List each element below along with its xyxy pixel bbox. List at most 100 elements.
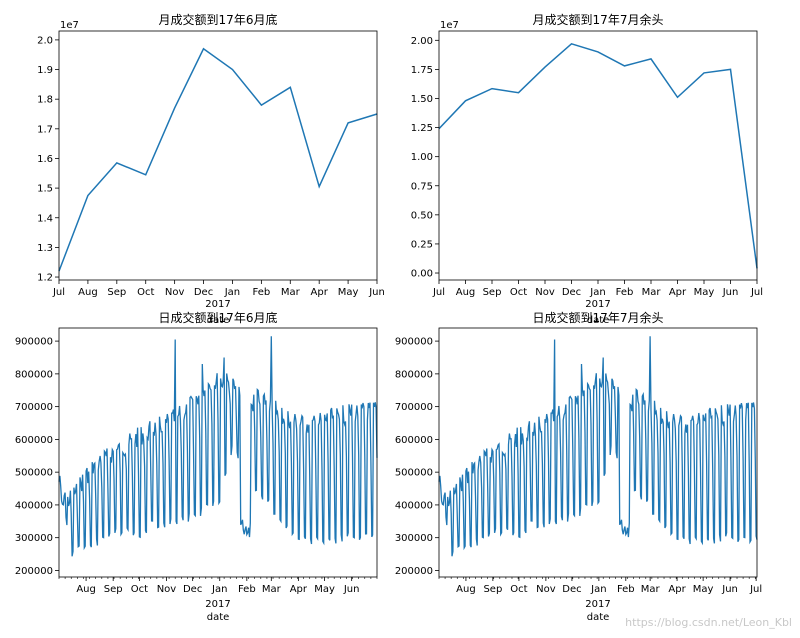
chart-title: 月成交额到17年6月底 <box>159 12 278 27</box>
x-tick-label: Oct <box>510 584 527 595</box>
y-tick-label: 800000 <box>15 369 53 380</box>
x-tick-label: Jul <box>52 287 65 298</box>
y-tick-label: 800000 <box>395 369 433 380</box>
x-tick-label: May <box>693 584 714 595</box>
x-tick-label: Oct <box>510 287 527 298</box>
x-tick-label: Oct <box>137 287 154 298</box>
x-tick-label: Jul <box>749 584 762 595</box>
y-tick-label: 200000 <box>15 566 53 577</box>
x-axis-label-upper: date <box>587 315 610 326</box>
y-tick-label: 1.8 <box>37 95 53 106</box>
x-tick-label: Jun <box>368 287 385 298</box>
x-tick-label: May <box>314 584 335 595</box>
plot-frame <box>58 30 378 281</box>
y-tick-label: 500000 <box>15 468 53 479</box>
x-tick-label: Apr <box>311 287 329 298</box>
x-tick-label: May <box>694 287 715 298</box>
x-tick-label: Nov <box>536 584 556 595</box>
plot-frame <box>438 30 758 281</box>
x-tick-label: Jul <box>432 287 445 298</box>
x-tick-label: Feb <box>253 287 271 298</box>
x-tick-label: Jan <box>224 287 240 298</box>
x-tick-label: Nov <box>535 287 555 298</box>
y-tick-label: 300000 <box>395 533 433 544</box>
chart-title: 月成交额到17年7月余头 <box>533 12 664 27</box>
x-tick-label: Feb <box>616 287 634 298</box>
x-tick-label: Nov <box>165 287 185 298</box>
y-tick-label: 1.4 <box>37 213 53 224</box>
x-tick-label: May <box>338 287 359 298</box>
x-axis-label: date <box>587 612 610 623</box>
series-line <box>58 47 378 272</box>
y-tick-label: 1.75 <box>411 65 433 76</box>
y-tick-label: 1.7 <box>37 124 53 135</box>
x-tick-label: Sep <box>107 287 126 298</box>
x-tick-label: Mar <box>641 584 661 595</box>
x-tick-label: Jun <box>721 584 738 595</box>
y-tick-label: 1.5 <box>37 184 53 195</box>
x-tick-label: Jul <box>750 287 763 298</box>
y-tick-label: 300000 <box>15 533 53 544</box>
x-year-label: 2017 <box>205 299 230 310</box>
x-tick-label: Dec <box>194 287 213 298</box>
y-tick-label: 1.25 <box>411 123 433 134</box>
y-tick-label: 400000 <box>395 500 433 511</box>
x-tick-label: Mar <box>262 584 282 595</box>
chart-title: 日成交额到17年7月余头 <box>533 310 664 325</box>
x-tick-label: Aug <box>456 584 476 595</box>
chart-title: 日成交额到17年6月底 <box>159 310 278 325</box>
x-tick-label: Dec <box>183 584 202 595</box>
y-offset-label: 1e7 <box>440 20 459 31</box>
x-axis-label-upper: date <box>207 315 230 326</box>
y-tick-label: 1.2 <box>37 273 53 284</box>
plot-frame <box>438 327 758 578</box>
y-tick-label: 600000 <box>15 435 53 446</box>
x-tick-label: Dec <box>562 287 581 298</box>
x-tick-label: Sep <box>104 584 123 595</box>
x-tick-label: Feb <box>238 584 256 595</box>
y-tick-label: 0.75 <box>411 181 433 192</box>
y-tick-label: 0.25 <box>411 239 433 250</box>
panel-daily-jul: 日成交额到17年7月余头 date 2017 date 200000 300000… <box>395 310 762 623</box>
x-tick-label: Aug <box>78 287 98 298</box>
x-axis-label: date <box>207 612 230 623</box>
y-tick-label: 2.00 <box>411 36 433 47</box>
x-tick-label: Jun <box>722 287 739 298</box>
series-line <box>58 336 378 557</box>
x-tick-label: Apr <box>290 584 308 595</box>
x-tick-label: Jan <box>211 584 227 595</box>
series-line <box>438 336 758 557</box>
x-year-label: 2017 <box>585 299 610 310</box>
x-tick-label: Aug <box>456 287 476 298</box>
y-tick-label: 500000 <box>395 468 433 479</box>
y-tick-label: 1.3 <box>37 243 53 254</box>
x-tick-label: Feb <box>617 584 635 595</box>
plot-frame <box>58 327 378 578</box>
y-tick-label: 0.00 <box>411 269 433 280</box>
x-tick-label: Nov <box>157 584 177 595</box>
x-tick-label: Apr <box>669 287 687 298</box>
x-tick-label: Mar <box>281 287 301 298</box>
y-tick-label: 0.50 <box>411 210 433 221</box>
y-tick-label: 600000 <box>395 435 433 446</box>
x-tick-label: Jan <box>590 584 606 595</box>
series-line <box>438 42 758 269</box>
x-tick-label: Oct <box>131 584 148 595</box>
panel-daily-jun: 日成交额到17年6月底 date 2017 date 200000 300000 4… <box>15 310 378 623</box>
y-tick-label: 700000 <box>395 402 433 413</box>
y-tick-label: 2.0 <box>37 35 53 46</box>
x-tick-label: Dec <box>562 584 581 595</box>
x-tick-label: Sep <box>483 584 502 595</box>
y-offset-label: 1e7 <box>60 20 79 31</box>
y-tick-label: 900000 <box>15 337 53 348</box>
y-tick-label: 1.6 <box>37 154 53 165</box>
x-tick-label: Jun <box>343 584 360 595</box>
panel-monthly-jun: 月成交额到17年6月底 1e7 2017 1.2 1.3 1.4 1.5 1.6 1.7 1… <box>37 12 385 310</box>
x-year-label: 2017 <box>205 599 230 610</box>
x-year-label: 2017 <box>585 599 610 610</box>
x-tick-label: Jan <box>589 287 605 298</box>
y-tick-label: 1.9 <box>37 65 53 76</box>
y-tick-label: 1.00 <box>411 152 433 163</box>
y-tick-label: 900000 <box>395 337 433 348</box>
